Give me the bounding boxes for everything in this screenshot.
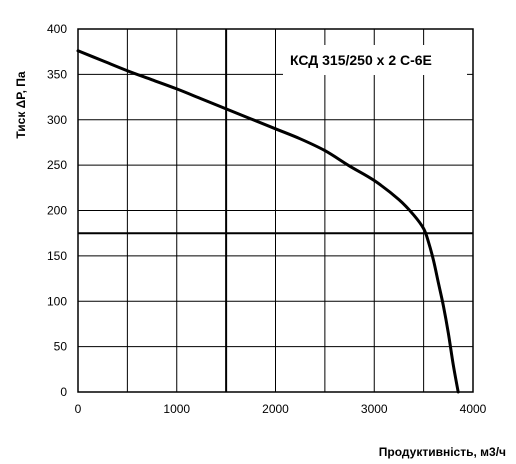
y-tick-label: 150 — [47, 249, 67, 263]
x-tick-label: 1000 — [163, 402, 190, 416]
y-tick-label: 350 — [47, 67, 67, 81]
y-tick-label: 0 — [60, 385, 67, 399]
x-tick-label: 2000 — [262, 402, 289, 416]
x-axis-label: Продуктивність, м3/ч — [379, 445, 506, 459]
y-axis-label: Тиск ΔР, Па — [14, 71, 28, 139]
series-line — [76, 49, 460, 394]
y-tick-label: 100 — [47, 294, 67, 308]
y-tick-label: 250 — [47, 158, 67, 172]
grid — [77, 28, 474, 393]
y-tick-label: 200 — [47, 204, 67, 218]
series-layer — [76, 49, 460, 394]
y-tick-label: 300 — [47, 113, 67, 127]
x-tick-label: 0 — [75, 402, 82, 416]
reference-lines — [78, 29, 473, 392]
y-tick-label: 50 — [54, 340, 68, 354]
model-label: КСД 315/250 х 2 С-6Е — [290, 52, 432, 68]
y-tick-label: 400 — [47, 22, 67, 36]
model-label-box: КСД 315/250 х 2 С-6Е — [283, 45, 467, 75]
x-tick-label: 4000 — [460, 402, 487, 416]
tick-labels: 0 1000 2000 3000 4000 0 50 100 150 200 250 300 350 40… — [47, 22, 487, 416]
x-tick-label: 3000 — [361, 402, 388, 416]
